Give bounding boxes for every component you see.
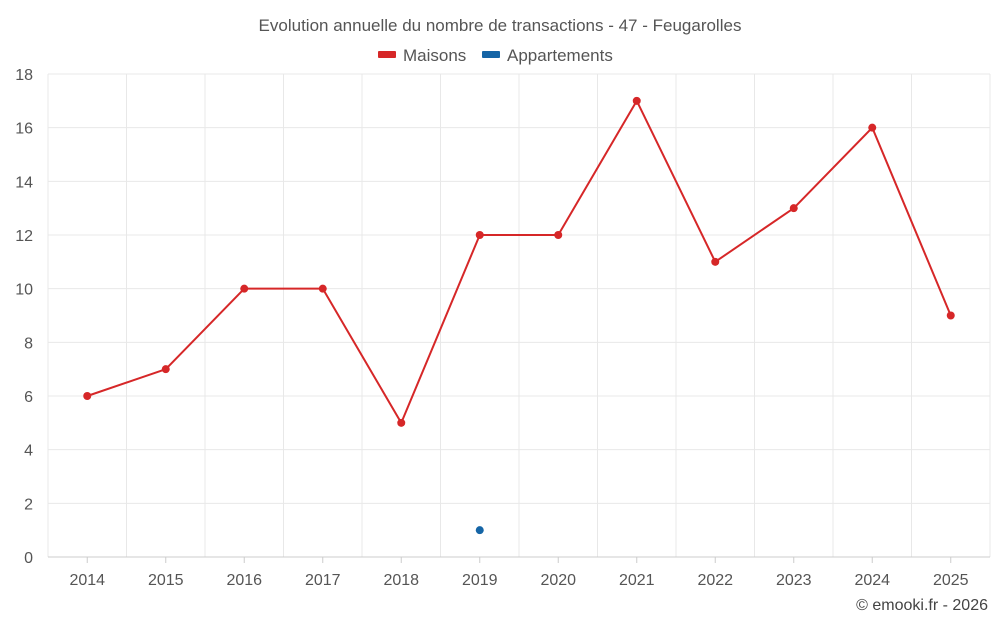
x-tick-label: 2019: [462, 572, 498, 589]
data-point-maisons[interactable]: [789, 204, 798, 213]
legend-swatch-appartements[interactable]: [482, 51, 500, 58]
legend-label-maisons[interactable]: Maisons: [403, 46, 466, 65]
legend: Maisons Appartements: [378, 46, 613, 65]
y-tick-label: 2: [24, 496, 33, 513]
data-point-maisons[interactable]: [397, 418, 406, 427]
data-point-maisons[interactable]: [83, 392, 92, 400]
y-tick-label: 8: [24, 335, 33, 352]
x-tick-label: 2024: [854, 572, 890, 589]
data-point-maisons[interactable]: [475, 231, 484, 239]
data-point-appartements[interactable]: [475, 526, 484, 535]
x-tick-label: 2021: [619, 572, 655, 589]
data-point-maisons[interactable]: [868, 123, 877, 132]
y-axis-ticks: 0 2 4 6 8 10 12 14 16 18: [15, 67, 33, 567]
data-point-maisons[interactable]: [318, 284, 327, 293]
legend-swatch-maisons[interactable]: [378, 51, 396, 58]
data-point-maisons[interactable]: [711, 257, 720, 266]
y-tick-label: 18: [15, 67, 33, 84]
x-tick-label: 2023: [776, 572, 812, 589]
x-tick-label: 2018: [383, 572, 419, 589]
gridlines: [47, 73, 991, 558]
y-tick-label: 12: [15, 228, 33, 245]
data-point-maisons[interactable]: [554, 231, 563, 239]
data-point-maisons[interactable]: [161, 365, 170, 374]
y-tick-label: 14: [15, 174, 33, 191]
x-tick-label: 2022: [697, 572, 733, 589]
y-tick-label: 4: [24, 443, 33, 460]
legend-label-appartements[interactable]: Appartements: [507, 46, 613, 65]
x-tick-label: 2025: [933, 572, 969, 589]
data-point-maisons[interactable]: [632, 96, 641, 105]
x-tick-label: 2014: [69, 572, 105, 589]
y-tick-label: 6: [24, 389, 33, 406]
chart-title: Evolution annuelle du nombre de transact…: [259, 16, 742, 35]
series-layer: [83, 96, 955, 535]
credit-text: © emooki.fr - 2026: [856, 597, 988, 614]
x-tick-label: 2016: [226, 572, 262, 589]
x-axis-ticks: 2014 2015 2016 2017 2018 2019 2020 2021 2022 2023…: [69, 557, 969, 589]
y-tick-label: 10: [15, 282, 33, 299]
data-point-maisons[interactable]: [946, 311, 955, 320]
y-tick-label: 0: [24, 550, 33, 567]
x-tick-label: 2017: [305, 572, 341, 589]
data-point-maisons[interactable]: [240, 284, 249, 293]
series-line-maisons: [86, 99, 952, 424]
y-tick-label: 16: [15, 121, 33, 138]
x-tick-label: 2020: [540, 572, 576, 589]
x-tick-label: 2015: [148, 572, 184, 589]
